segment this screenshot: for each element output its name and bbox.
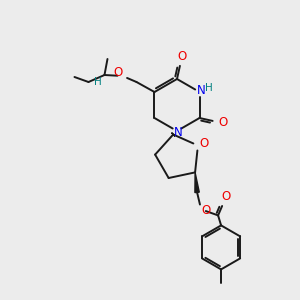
Text: O: O <box>218 116 227 128</box>
Polygon shape <box>172 133 175 136</box>
Text: O: O <box>202 204 211 217</box>
Text: O: O <box>221 190 231 203</box>
Polygon shape <box>195 172 199 193</box>
Text: H: H <box>205 83 212 93</box>
Text: N: N <box>197 85 206 98</box>
Text: O: O <box>114 67 123 80</box>
Text: H: H <box>94 77 101 87</box>
Text: N: N <box>174 125 182 139</box>
Text: O: O <box>177 50 187 62</box>
Text: O: O <box>199 137 208 150</box>
